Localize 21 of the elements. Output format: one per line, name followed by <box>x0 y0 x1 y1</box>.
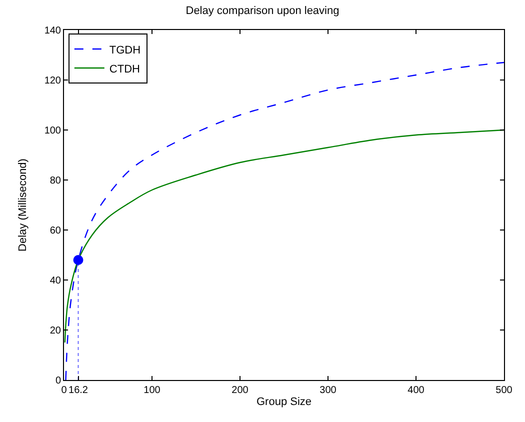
line-series <box>64 129 504 344</box>
x-axis-title: Group Size <box>256 396 312 408</box>
line-series <box>65 62 504 380</box>
y-tick-label: 40 <box>50 276 62 286</box>
y-tick-label: 80 <box>50 176 62 186</box>
y-tick-label: 100 <box>44 126 62 136</box>
y-tick-label: 20 <box>50 326 62 336</box>
legend-label: TGDH <box>109 44 141 56</box>
chart-title: Delay comparison upon leaving <box>186 5 340 18</box>
y-axis-title: Delay (Millisecond) <box>16 158 29 252</box>
x-tick-label: 300 <box>320 385 337 396</box>
y-tick-label: 140 <box>44 26 62 36</box>
x-tick-label: 16.2 <box>68 385 88 396</box>
y-tick-label: 120 <box>44 76 62 86</box>
x-tick-label: 200 <box>232 385 249 396</box>
y-tick-label: 0 <box>55 376 62 386</box>
x-tick-label: 500 <box>496 385 513 396</box>
x-tick-label: 100 <box>144 385 161 396</box>
x-tick-label: 400 <box>408 385 425 396</box>
y-tick-label: 60 <box>50 226 62 236</box>
legend-label: CTDH <box>109 63 140 76</box>
